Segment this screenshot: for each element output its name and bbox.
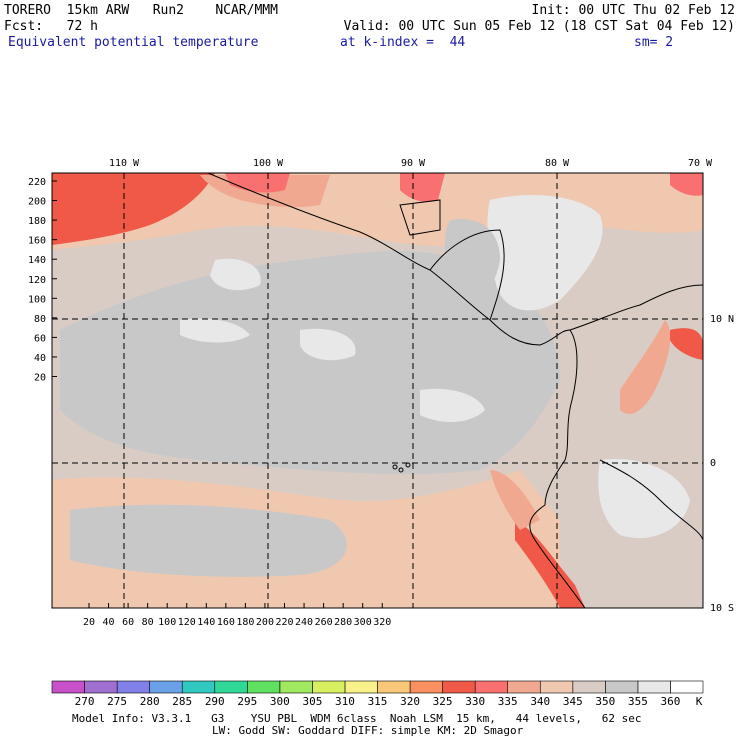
theta-e-field <box>52 173 703 608</box>
colorbar-swatch <box>442 680 476 694</box>
y-tick-label: 220 <box>28 177 46 188</box>
smoothing-info: sm= 2 <box>634 35 674 50</box>
lon-labels: 110 W 100 W 90 W 80 W 70 W <box>109 158 713 169</box>
init-time: Init: 00 UTC Thu 02 Feb 12 <box>531 3 736 18</box>
colorbar-swatch <box>377 680 411 694</box>
colorbar-label: 350 <box>595 695 615 708</box>
y-tick-label: 160 <box>28 236 46 247</box>
y-tick-label: 140 <box>28 255 46 266</box>
colorbar-label: 310 <box>335 695 355 708</box>
graticule <box>52 173 703 608</box>
colorbar-label: 270 <box>75 695 95 708</box>
colorbar-label: 340 <box>530 695 550 708</box>
colorbar-swatch <box>149 680 183 694</box>
y-tick-label: 80 <box>34 314 46 325</box>
lat-label: 0 <box>710 458 716 469</box>
colorbar: K 270 275 280 285 290 295 300 305 310 315 320 325 33… <box>51 680 704 708</box>
colorbar-label: 315 <box>368 695 388 708</box>
x-tick-label: 100 <box>158 617 176 628</box>
colorbar-swatch <box>312 680 346 694</box>
lat-label: 10 N <box>710 314 734 325</box>
colorbar-swatch <box>474 680 508 694</box>
model-info: Model Info: V3.3.1 G3 YSU PBL WDM 6class… <box>72 712 642 725</box>
colorbar-label: 335 <box>498 695 518 708</box>
colorbar-swatch <box>637 680 671 694</box>
colorbar-unit: K <box>696 695 703 708</box>
colorbar-label: 360 <box>661 695 681 708</box>
coastlines <box>207 173 703 608</box>
colorbar-label: 325 <box>433 695 453 708</box>
x-tick-label: 280 <box>334 617 352 628</box>
colorbar-swatch <box>409 680 443 694</box>
lat-label: 10 S <box>710 603 734 614</box>
colorbar-label: 320 <box>400 695 420 708</box>
x-tick-label: 160 <box>217 617 235 628</box>
x-tick-label: 320 <box>373 617 391 628</box>
lon-label: 100 W <box>253 158 284 169</box>
colorbar-swatch <box>181 680 216 694</box>
colorbar-swatch <box>279 680 313 694</box>
colorbar-label: 305 <box>302 695 322 708</box>
colorbar-swatch <box>539 680 574 694</box>
colorbar-label: 300 <box>270 695 290 708</box>
x-tick-label: 120 <box>178 617 196 628</box>
x-tick-label: 140 <box>197 617 215 628</box>
colorbar-label: 330 <box>465 695 485 708</box>
y-tick-label: 40 <box>34 353 46 364</box>
lon-label: 110 W <box>109 158 140 169</box>
x-tick-label: 300 <box>354 617 372 628</box>
colorbar-label: 355 <box>628 695 648 708</box>
colorbar-label: 290 <box>205 695 225 708</box>
lon-label: 70 W <box>688 158 713 169</box>
x-tick-label: 240 <box>295 617 313 628</box>
run-info: TORERO 15km ARW Run2 NCAR/MMM <box>4 3 278 18</box>
y-axis-ticks: 220 200 180 160 140 120 100 80 60 40 20 <box>28 177 57 384</box>
x-tick-label: 20 <box>83 617 95 628</box>
x-tick-label: 200 <box>256 617 274 628</box>
x-tick-label: 40 <box>103 617 115 628</box>
y-tick-label: 180 <box>28 216 46 227</box>
x-tick-label: 60 <box>122 617 134 628</box>
field-name: Equivalent potential temperature <box>8 35 259 50</box>
colorbar-label: 275 <box>107 695 127 708</box>
y-tick-label: 60 <box>34 333 46 344</box>
y-tick-label: 100 <box>28 294 46 305</box>
colorbar-label: 280 <box>140 695 160 708</box>
map-frame <box>51 172 704 609</box>
y-tick-label: 20 <box>34 373 46 384</box>
lon-label: 80 W <box>545 158 570 169</box>
colorbar-swatch <box>572 680 606 694</box>
physics-info: LW: Godd SW: Goddard DIFF: simple KM: 2D… <box>212 724 524 737</box>
x-tick-label: 220 <box>275 617 293 628</box>
colorbar-swatch <box>84 680 118 694</box>
y-tick-label: 120 <box>28 275 46 286</box>
forecast-hour: Fcst: 72 h <box>4 19 98 34</box>
colorbar-swatch <box>247 680 281 694</box>
colorbar-swatch <box>507 680 541 694</box>
x-tick-label: 260 <box>315 617 333 628</box>
x-tick-label: 180 <box>236 617 254 628</box>
valid-time: Valid: 00 UTC Sun 05 Feb 12 (18 CST Sat … <box>343 19 735 34</box>
y-tick-label: 200 <box>28 197 46 208</box>
colorbar-swatch <box>670 680 704 694</box>
x-tick-label: 80 <box>142 617 154 628</box>
lon-label: 90 W <box>401 158 426 169</box>
colorbar-label: 345 <box>563 695 583 708</box>
colorbar-swatch <box>214 680 248 694</box>
colorbar-label: 285 <box>172 695 192 708</box>
colorbar-swatch <box>344 680 378 694</box>
colorbar-swatch <box>51 680 85 694</box>
colorbar-label: 295 <box>237 695 257 708</box>
lat-labels: 10 N 0 10 S <box>710 314 734 614</box>
colorbar-swatch <box>605 680 639 694</box>
level-info: at k-index = 44 <box>340 35 466 50</box>
x-axis-ticks: 20 40 60 80 100 120 140 160 180 200 220 240 260 280 30… <box>83 603 391 628</box>
colorbar-swatch <box>116 680 150 694</box>
